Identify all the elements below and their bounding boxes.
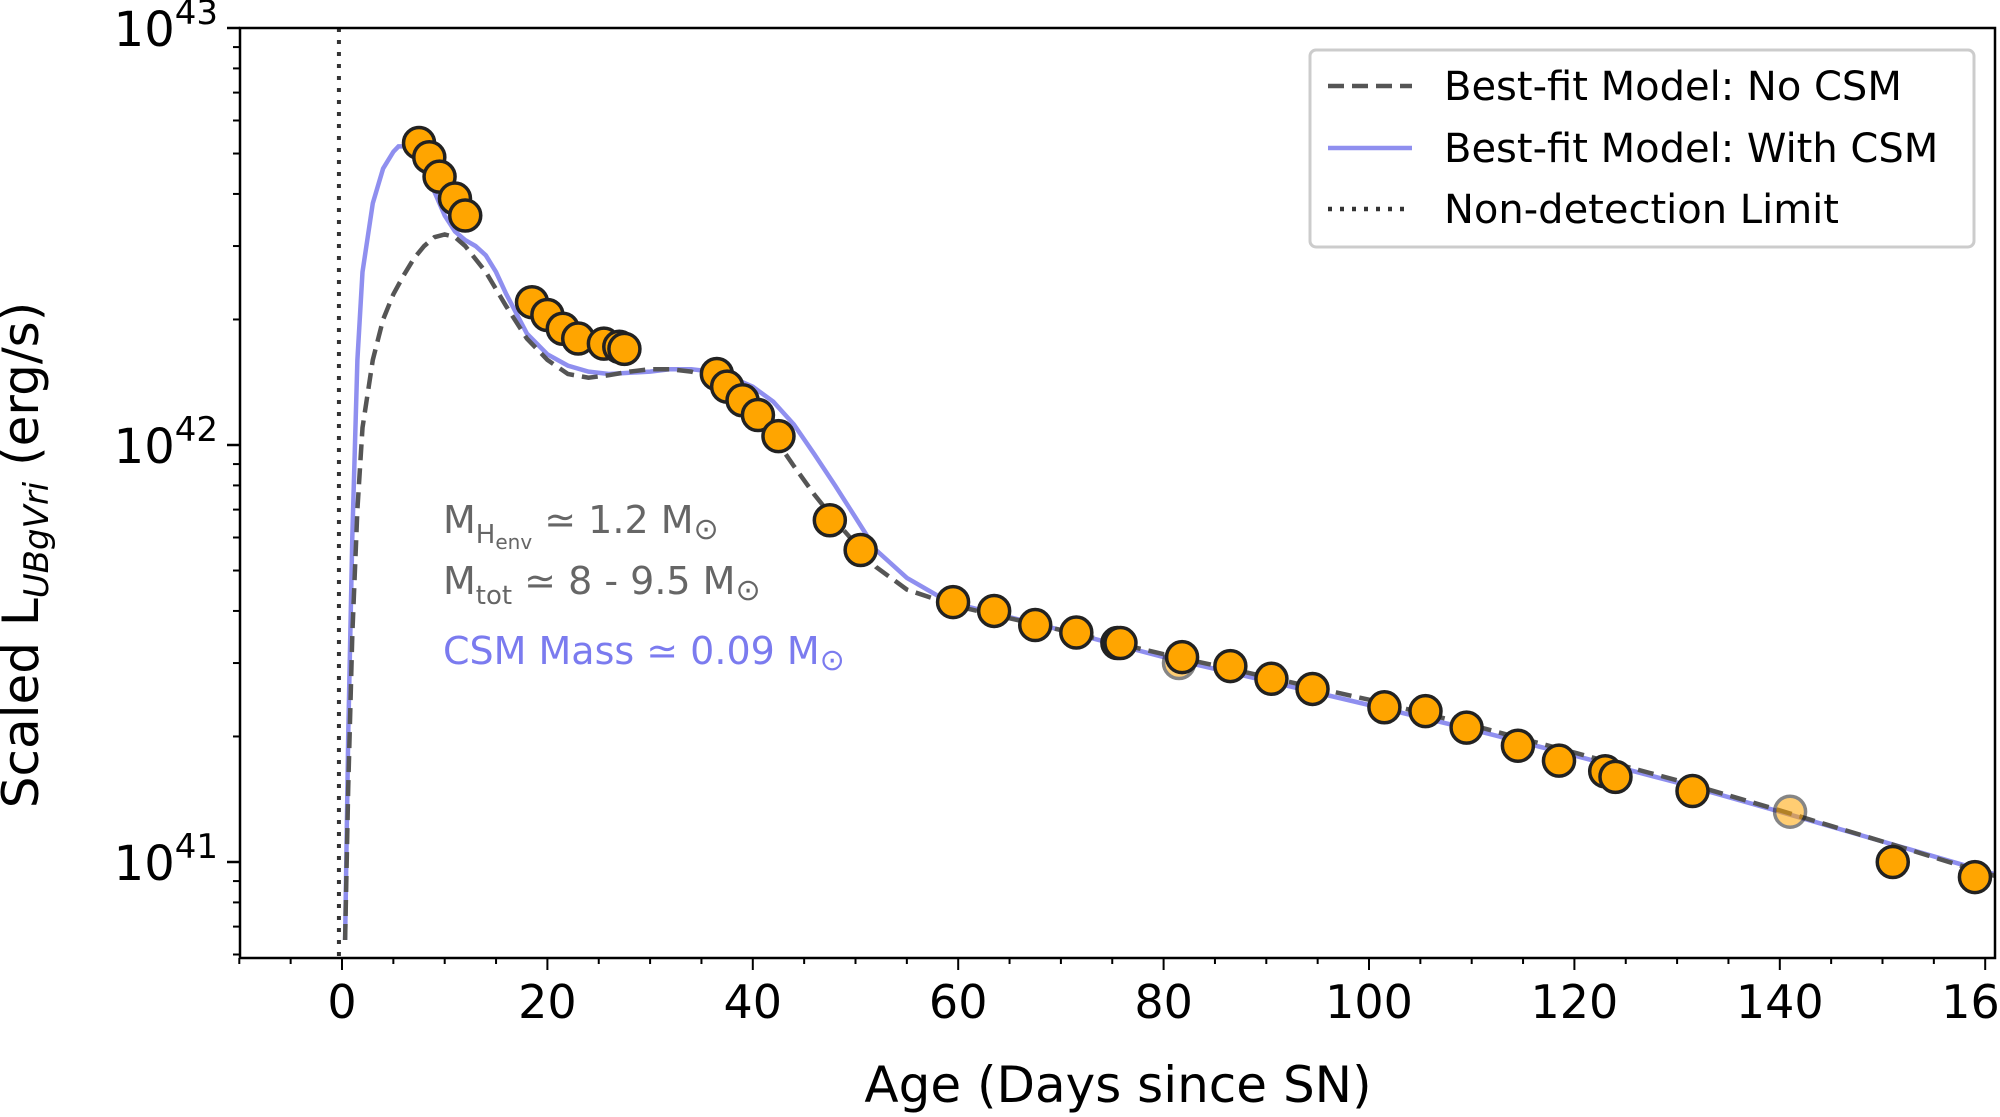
y-axis-label-main: Scaled L	[0, 598, 50, 808]
x-ticks: 0 20 40 60 80 100 120 140 160	[238, 958, 2000, 1029]
data-point	[1598, 759, 1633, 795]
x-tick-label: 120	[1530, 975, 1618, 1029]
data-point	[1164, 639, 1200, 675]
y-axis-label-unit: (erg/s)	[0, 302, 50, 466]
y-axis-label-sub: UBgVri	[17, 481, 57, 598]
y-ticks: 1041 1042 1043	[114, 0, 240, 956]
data-point	[843, 532, 878, 568]
data-point	[740, 397, 776, 433]
annotation-2: Mtot ≃ 8 - 9.5 M⊙	[443, 559, 761, 611]
data-point	[1875, 844, 1911, 880]
svg-text:Scaled LUBgVri (erg/s): Scaled LUBgVri (erg/s)	[0, 302, 57, 809]
legend: Best-fit Model: No CSM Best-fit Model: Wi…	[1308, 48, 1976, 249]
data-point	[1213, 648, 1248, 684]
data-point	[761, 418, 796, 454]
annotations: MHenv ≃ 1.2 M⊙Mtot ≃ 8 - 9.5 M⊙ CSM Mass …	[443, 498, 845, 678]
x-tick-label: 80	[1134, 975, 1193, 1029]
with-csm-model-line	[342, 144, 1995, 941]
y-tick-label: 1041	[114, 827, 218, 892]
data-point	[1449, 710, 1484, 745]
data-point	[1254, 661, 1289, 697]
data-point	[447, 198, 483, 233]
y-tick-label: 1042	[114, 410, 218, 475]
data-point	[812, 503, 848, 538]
data-point	[1295, 671, 1330, 707]
plot-frame	[238, 26, 1997, 960]
annotation-1: MHenv ≃ 1.2 M⊙	[443, 498, 719, 554]
x-tick-label: 0	[327, 975, 356, 1029]
data-point	[1017, 607, 1053, 643]
data-point	[935, 584, 971, 620]
observed-points	[401, 125, 1993, 895]
x-tick-label: 60	[929, 975, 988, 1029]
data-point	[1500, 728, 1536, 764]
data-point	[976, 593, 1012, 629]
data-point	[1059, 615, 1094, 650]
x-tick-label: 160	[1941, 975, 2000, 1029]
x-tick-label: 40	[724, 975, 783, 1029]
legend-box	[1308, 48, 1976, 249]
x-axis-label: Age (Days since SN)	[864, 1056, 1371, 1114]
data-point	[1367, 690, 1402, 725]
data-point	[607, 331, 642, 367]
data-point	[1675, 773, 1710, 809]
x-tick-label: 100	[1325, 975, 1413, 1029]
data-point	[1103, 625, 1138, 661]
legend-label: Non-detection Limit	[1444, 187, 1839, 233]
axes	[238, 26, 1997, 960]
y-tick-label: 1043	[114, 0, 218, 58]
x-tick-label: 140	[1736, 975, 1824, 1029]
annotation-3: CSM Mass ≃ 0.09 M⊙	[443, 629, 845, 678]
legend-label: Best-fit Model: With CSM	[1444, 126, 1938, 172]
x-tick-label: 20	[518, 975, 577, 1029]
data-point	[1541, 743, 1577, 778]
data-point	[1408, 693, 1443, 729]
y-axis-label: Scaled LUBgVri (erg/s)	[0, 302, 57, 809]
data-point	[1957, 859, 1993, 895]
data-point	[1772, 794, 1808, 829]
legend-label: Best-fit Model: No CSM	[1444, 64, 1902, 110]
